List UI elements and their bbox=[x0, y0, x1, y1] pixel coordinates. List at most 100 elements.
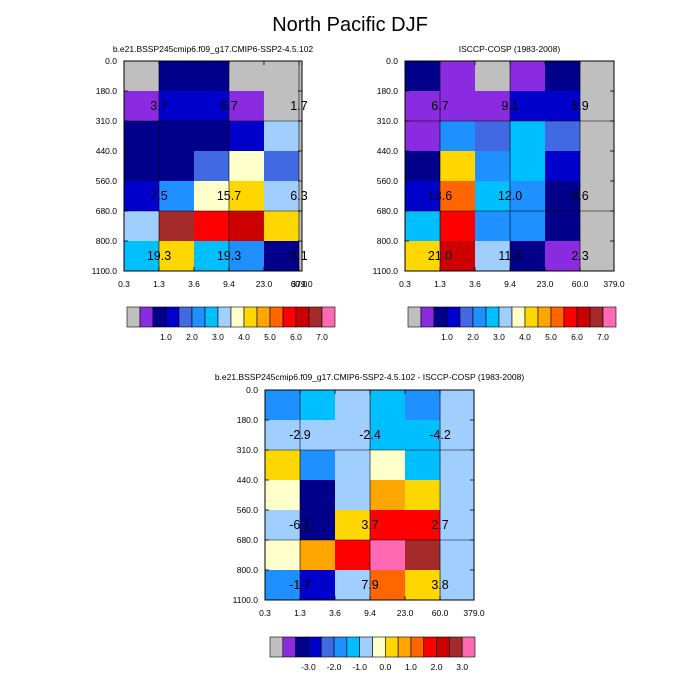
heatmap-cell bbox=[510, 151, 546, 182]
cell-value-label: 1.7 bbox=[290, 99, 307, 113]
heatmap-cell bbox=[263, 211, 300, 242]
y-tick-label: 1100.0 bbox=[233, 595, 259, 605]
heatmap-cell bbox=[298, 211, 303, 242]
x-tick-label: 23.0 bbox=[397, 608, 414, 618]
colorbar-box bbox=[446, 306, 461, 328]
heatmap-cell bbox=[263, 241, 300, 272]
heatmap-cell bbox=[580, 241, 615, 272]
heatmap-cell bbox=[158, 121, 195, 152]
heatmap-cell bbox=[545, 211, 581, 242]
heatmap-cell bbox=[370, 510, 406, 541]
x-tick-label: 0.3 bbox=[118, 279, 130, 289]
colorbar-box bbox=[282, 636, 296, 658]
panel-title: b.e21.BSSP245cmip6.f09_g17.CMIP6-SSP2-4.… bbox=[113, 44, 314, 54]
x-tick-label: 9.4 bbox=[504, 279, 516, 289]
heatmap-cell bbox=[370, 450, 406, 481]
cell-value-label: 6.3 bbox=[290, 189, 307, 203]
heatmap-cell bbox=[440, 61, 476, 92]
heatmap-cell bbox=[193, 151, 230, 182]
cell-value-label: 15.7 bbox=[217, 189, 241, 203]
colorbar-tick-label: -2.0 bbox=[327, 662, 342, 672]
heatmap-cell bbox=[193, 211, 230, 242]
cell-value-label: 5.9 bbox=[571, 99, 588, 113]
heatmap-cell bbox=[298, 241, 303, 272]
colorbar-box bbox=[459, 306, 474, 328]
colorbar-box bbox=[524, 306, 539, 328]
cell-value-label: 3.7 bbox=[150, 99, 167, 113]
x-tick-label: 3.6 bbox=[188, 279, 200, 289]
heatmap-cell bbox=[335, 540, 371, 571]
heatmap-cell bbox=[228, 151, 265, 182]
heatmap-cell bbox=[440, 241, 476, 272]
heatmap-cell bbox=[405, 510, 441, 541]
colorbar-tick-label: 5.0 bbox=[545, 332, 557, 342]
x-tick-label: 1.3 bbox=[153, 279, 165, 289]
cell-value-label: 12.0 bbox=[498, 189, 522, 203]
colorbar-box bbox=[589, 306, 604, 328]
heatmap-cell bbox=[510, 241, 546, 272]
colorbar-box bbox=[423, 636, 437, 658]
y-tick-label: 0.0 bbox=[386, 56, 398, 66]
heatmap-cell bbox=[124, 241, 160, 272]
cell-value-label: 3.8 bbox=[431, 578, 448, 592]
heatmap-cell bbox=[335, 570, 371, 601]
colorbar-box bbox=[372, 636, 386, 658]
heatmap-cell bbox=[510, 211, 546, 242]
colorbar-tick-label: 3.0 bbox=[493, 332, 505, 342]
heatmap-cell bbox=[265, 540, 301, 571]
colorbar-box bbox=[282, 306, 297, 328]
colorbar-tick-label: -3.0 bbox=[301, 662, 316, 672]
heatmap-cell bbox=[405, 480, 441, 511]
colorbar-box bbox=[537, 306, 552, 328]
heatmap-cell bbox=[263, 91, 300, 122]
heatmap-cell bbox=[158, 61, 195, 92]
colorbar-box bbox=[243, 306, 258, 328]
colorbar-box bbox=[320, 636, 335, 658]
heatmap-cell bbox=[193, 241, 230, 272]
cell-value-label: 7.9 bbox=[361, 578, 378, 592]
colorbar-box bbox=[152, 306, 167, 328]
colorbar-box bbox=[449, 636, 463, 658]
heatmap-cell bbox=[405, 61, 441, 92]
colorbar-tick-label: 1.0 bbox=[441, 332, 453, 342]
cell-value-label: -2.9 bbox=[289, 428, 311, 442]
y-tick-label: 560.0 bbox=[237, 505, 259, 515]
heatmap-cell bbox=[510, 91, 546, 122]
colorbar-box bbox=[321, 306, 336, 328]
y-tick-label: 440.0 bbox=[377, 146, 399, 156]
cell-value-label: 2.3 bbox=[571, 249, 588, 263]
y-tick-label: 180.0 bbox=[96, 86, 118, 96]
heatmap-cell bbox=[580, 61, 615, 92]
cell-value-label: -6.1 bbox=[289, 518, 311, 532]
heatmap-cell bbox=[545, 181, 581, 212]
colorbar-box bbox=[204, 306, 219, 328]
plot-frame bbox=[404, 60, 615, 272]
heatmap-cell bbox=[300, 450, 336, 481]
y-tick-label: 180.0 bbox=[237, 415, 259, 425]
heatmap-cell bbox=[124, 61, 160, 92]
y-tick-label: 680.0 bbox=[237, 535, 259, 545]
y-tick-label: 440.0 bbox=[96, 146, 118, 156]
heatmap-cell bbox=[370, 540, 406, 571]
heatmap-cell bbox=[300, 540, 336, 571]
heatmap-cell bbox=[370, 390, 406, 421]
cell-value-label: -4.2 bbox=[429, 428, 451, 442]
heatmap-cell bbox=[440, 450, 475, 481]
colorbar-box bbox=[420, 306, 435, 328]
cell-value-label: 6.1 bbox=[290, 249, 307, 263]
heatmap-cell bbox=[265, 450, 301, 481]
heatmap-cell bbox=[510, 181, 546, 212]
heatmap-cell bbox=[228, 91, 265, 122]
y-tick-label: 1100.0 bbox=[92, 266, 118, 276]
colorbar-tick-label: 1.0 bbox=[405, 662, 417, 672]
heatmap-cell bbox=[298, 181, 303, 212]
heatmap-cell bbox=[545, 61, 581, 92]
heatmap-cell bbox=[335, 480, 371, 511]
cell-value-label: 6.7 bbox=[431, 99, 448, 113]
x-tick-label: 379.0 bbox=[463, 608, 485, 618]
figure-title: North Pacific DJF bbox=[272, 14, 428, 36]
heatmap-cell bbox=[335, 390, 371, 421]
colorbar-tick-label: -1.0 bbox=[352, 662, 367, 672]
y-tick-label: 310.0 bbox=[377, 116, 399, 126]
colorbar-tick-label: 7.0 bbox=[316, 332, 328, 342]
